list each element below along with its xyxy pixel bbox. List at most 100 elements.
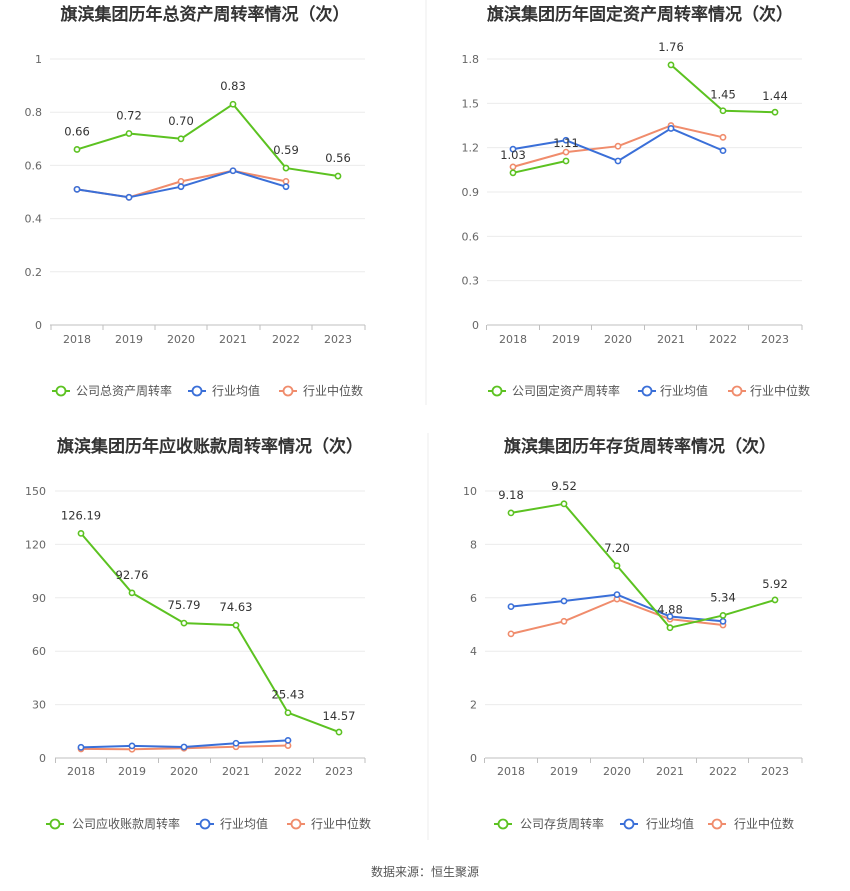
x-tick-label: 2023 bbox=[761, 333, 789, 346]
data-point bbox=[229, 100, 237, 108]
data-label: 0.59 bbox=[273, 143, 299, 157]
data-label: 1.76 bbox=[658, 40, 684, 54]
legend-label: 行业中位数 bbox=[311, 816, 371, 831]
x-tick-label: 2018 bbox=[63, 333, 91, 346]
data-point bbox=[125, 193, 133, 201]
legend-label: 行业均值 bbox=[212, 383, 260, 398]
legend-marker bbox=[497, 818, 509, 830]
y-tick-label: 0 bbox=[470, 752, 477, 765]
data-point bbox=[180, 619, 188, 627]
y-tick-label: 2 bbox=[470, 699, 477, 712]
data-point bbox=[232, 739, 240, 747]
y-tick-label: 0.4 bbox=[25, 213, 43, 226]
data-label: 7.20 bbox=[604, 541, 630, 555]
data-label: 25.43 bbox=[272, 688, 305, 702]
x-tick-label: 2023 bbox=[325, 765, 353, 778]
data-label: 1.11 bbox=[553, 136, 579, 150]
data-source-label: 数据来源：恒生聚源 bbox=[371, 864, 479, 879]
data-label: 4.88 bbox=[657, 603, 683, 617]
data-point bbox=[77, 529, 85, 537]
y-tick-label: 0.8 bbox=[25, 106, 43, 119]
data-label: 1.03 bbox=[500, 148, 526, 162]
data-label: 0.72 bbox=[116, 108, 142, 122]
series-line bbox=[76, 103, 339, 178]
y-tick-label: 1.5 bbox=[462, 97, 480, 110]
y-tick-label: 1 bbox=[35, 53, 42, 66]
legend-label: 行业中位数 bbox=[303, 383, 363, 398]
x-tick-label: 2019 bbox=[115, 333, 143, 346]
legend-label: 行业中位数 bbox=[750, 383, 810, 398]
y-tick-label: 60 bbox=[32, 645, 46, 658]
legend-item: 行业均值 bbox=[188, 383, 260, 398]
data-point bbox=[613, 562, 621, 570]
data-point bbox=[509, 163, 517, 171]
data-point bbox=[507, 630, 515, 638]
legend-marker bbox=[491, 385, 503, 397]
y-tick-label: 0 bbox=[39, 752, 46, 765]
data-label: 14.57 bbox=[323, 709, 356, 723]
y-tick-label: 0.6 bbox=[462, 230, 480, 243]
x-tick-label: 2019 bbox=[552, 333, 580, 346]
x-tick-label: 2019 bbox=[118, 765, 146, 778]
data-point bbox=[719, 617, 727, 625]
x-tick-label: 2018 bbox=[499, 333, 527, 346]
series-line bbox=[510, 598, 724, 635]
chart-panel-3: 旗滨集团历年应收账款周转率情况（次） 0 30 60 90 120 150 2018 2019 2… bbox=[25, 436, 371, 831]
chart-panel-4: 旗滨集团历年存货周转率情况（次） 0 2 4 6 8 10 2018 2019 2020 2021 2… bbox=[463, 436, 803, 831]
data-point bbox=[560, 617, 568, 625]
data-point bbox=[771, 596, 779, 604]
y-tick-label: 90 bbox=[32, 592, 46, 605]
x-tick-label: 2022 bbox=[709, 333, 737, 346]
chart-title: 旗滨集团历年存货周转率情况（次） bbox=[504, 436, 776, 457]
series-industry-mean bbox=[507, 591, 727, 625]
x-tick-label: 2021 bbox=[657, 333, 685, 346]
legend-marker bbox=[711, 818, 723, 830]
data-point bbox=[284, 736, 292, 744]
data-point bbox=[667, 61, 675, 69]
legend-label: 公司应收账款周转率 bbox=[72, 816, 180, 831]
legend-item: 行业中位数 bbox=[708, 816, 794, 831]
y-tick-label: 0.6 bbox=[25, 159, 43, 172]
x-tick-label: 2023 bbox=[761, 765, 789, 778]
x-tick-label: 2021 bbox=[222, 765, 250, 778]
legend-label: 公司固定资产周转率 bbox=[512, 383, 620, 398]
data-point bbox=[719, 147, 727, 155]
x-tick-label: 2021 bbox=[219, 333, 247, 346]
data-label: 1.44 bbox=[762, 89, 788, 103]
x-tick-label: 2020 bbox=[170, 765, 198, 778]
legend-marker bbox=[282, 385, 294, 397]
data-label: 92.76 bbox=[116, 568, 149, 582]
legend-item: 公司总资产周转率 bbox=[52, 383, 172, 398]
data-point bbox=[562, 136, 570, 144]
x-tick-label: 2020 bbox=[604, 333, 632, 346]
data-point bbox=[666, 624, 674, 632]
data-point bbox=[73, 185, 81, 193]
legend-marker bbox=[731, 385, 743, 397]
chart-panel-1: 旗滨集团历年总资产周转率情况（次） 0 0.2 0.4 0.6 0.8 1 2018 2019 2… bbox=[25, 4, 366, 398]
data-point bbox=[177, 135, 185, 143]
legend-label: 行业均值 bbox=[660, 383, 708, 398]
data-label: 0.66 bbox=[64, 124, 90, 138]
y-tick-label: 4 bbox=[470, 645, 477, 658]
series-company: 1.03 1.11 1.76 1.45 1.44 bbox=[500, 40, 788, 177]
data-point bbox=[509, 169, 517, 177]
y-tick-label: 120 bbox=[25, 538, 46, 551]
series-line bbox=[80, 532, 340, 734]
data-point bbox=[614, 157, 622, 165]
data-label: 0.70 bbox=[168, 114, 194, 128]
legend-marker bbox=[641, 385, 653, 397]
legend-marker bbox=[290, 818, 302, 830]
data-point bbox=[562, 148, 570, 156]
data-point bbox=[229, 167, 237, 175]
data-point bbox=[177, 177, 185, 185]
data-point bbox=[667, 125, 675, 132]
data-point bbox=[719, 612, 727, 619]
legend-label: 行业均值 bbox=[220, 816, 268, 831]
data-point bbox=[282, 183, 290, 191]
data-point bbox=[507, 603, 515, 611]
data-point bbox=[666, 613, 674, 620]
legend-item: 行业均值 bbox=[638, 383, 708, 398]
data-label: 9.52 bbox=[551, 479, 577, 493]
data-point bbox=[613, 591, 621, 598]
